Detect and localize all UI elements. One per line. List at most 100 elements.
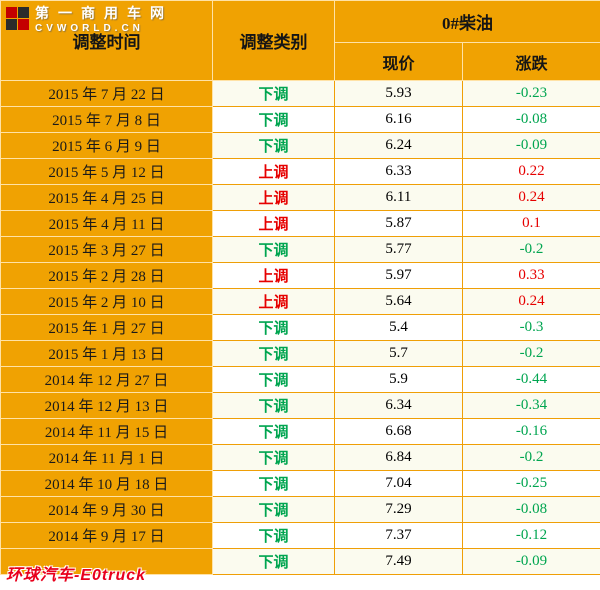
- change-cell: -0.3: [462, 314, 600, 341]
- price-cell: 6.16: [334, 106, 463, 133]
- category-cell: 下调: [212, 496, 335, 523]
- date-cell: 2015 年 6 月 9 日: [0, 132, 213, 159]
- table-body: 2015 年 7 月 22 日 下调 5.93 -0.23 2015 年 7 月…: [0, 80, 600, 575]
- price-cell: 5.87: [334, 210, 463, 237]
- category-cell: 上调: [212, 262, 335, 289]
- site-logo: 第一商用车网 CVWORLD.CN: [6, 3, 173, 34]
- date-cell: 2014 年 12 月 27 日: [0, 366, 213, 393]
- price-cell: 6.68: [334, 418, 463, 445]
- change-cell: -0.2: [462, 236, 600, 263]
- header-adjust-category: 调整类别: [212, 0, 335, 81]
- date-cell: 2015 年 2 月 28 日: [0, 262, 213, 289]
- table-row: 2014 年 11 月 15 日 下调 6.68 -0.16: [0, 418, 600, 445]
- table-row: 2014 年 12 月 27 日 下调 5.9 -0.44: [0, 366, 600, 393]
- date-cell: 2015 年 3 月 27 日: [0, 236, 213, 263]
- category-cell: 下调: [212, 548, 335, 575]
- date-cell: 2015 年 1 月 13 日: [0, 340, 213, 367]
- header-product-diesel: 0#柴油: [334, 0, 600, 43]
- change-cell: -0.25: [462, 470, 600, 497]
- price-cell: 7.04: [334, 470, 463, 497]
- table-row: 2015 年 7 月 8 日 下调 6.16 -0.08: [0, 106, 600, 133]
- table-row: 2015 年 2 月 28 日 上调 5.97 0.33: [0, 262, 600, 289]
- logo-checker-icon: [6, 7, 29, 30]
- watermark: 环球汽车-E0truck: [6, 567, 147, 584]
- category-cell: 下调: [212, 470, 335, 497]
- table-row: 2015 年 4 月 11 日 上调 5.87 0.1: [0, 210, 600, 237]
- price-cell: 5.97: [334, 262, 463, 289]
- table-row: 2015 年 4 月 25 日 上调 6.11 0.24: [0, 184, 600, 211]
- date-cell: 2014 年 11 月 15 日: [0, 418, 213, 445]
- category-cell: 下调: [212, 392, 335, 419]
- header-change: 涨跌: [462, 42, 600, 81]
- change-cell: -0.34: [462, 392, 600, 419]
- change-cell: -0.08: [462, 106, 600, 133]
- table-row: 2014 年 11 月 1 日 下调 6.84 -0.2: [0, 444, 600, 471]
- category-cell: 下调: [212, 314, 335, 341]
- category-cell: 下调: [212, 340, 335, 367]
- change-cell: -0.12: [462, 522, 600, 549]
- price-cell: 5.4: [334, 314, 463, 341]
- change-cell: -0.44: [462, 366, 600, 393]
- logo-site-name: 第一商用车网: [35, 5, 173, 21]
- table-row: 2015 年 6 月 9 日 下调 6.24 -0.09: [0, 132, 600, 159]
- date-cell: [0, 548, 213, 575]
- category-cell: 下调: [212, 80, 335, 107]
- change-cell: 0.24: [462, 184, 600, 211]
- date-cell: 2015 年 5 月 12 日: [0, 158, 213, 185]
- price-cell: 7.37: [334, 522, 463, 549]
- price-cell: 5.9: [334, 366, 463, 393]
- table-row: 2015 年 2 月 10 日 上调 5.64 0.24: [0, 288, 600, 315]
- category-cell: 下调: [212, 444, 335, 471]
- category-cell: 下调: [212, 366, 335, 393]
- table-row: 2014 年 9 月 17 日 下调 7.37 -0.12: [0, 522, 600, 549]
- price-cell: 5.93: [334, 80, 463, 107]
- change-cell: 0.33: [462, 262, 600, 289]
- category-cell: 下调: [212, 236, 335, 263]
- price-cell: 6.34: [334, 392, 463, 419]
- price-cell: 6.24: [334, 132, 463, 159]
- category-cell: 上调: [212, 288, 335, 315]
- change-cell: -0.08: [462, 496, 600, 523]
- table-row: 2014 年 12 月 13 日 下调 6.34 -0.34: [0, 392, 600, 419]
- logo-site-url: CVWORLD.CN: [35, 23, 144, 34]
- price-cell: 5.7: [334, 340, 463, 367]
- category-cell: 下调: [212, 418, 335, 445]
- table-row: 2015 年 1 月 27 日 下调 5.4 -0.3: [0, 314, 600, 341]
- date-cell: 2014 年 9 月 17 日: [0, 522, 213, 549]
- price-cell: 6.11: [334, 184, 463, 211]
- change-cell: -0.2: [462, 444, 600, 471]
- table-row: 2015 年 3 月 27 日 下调 5.77 -0.2: [0, 236, 600, 263]
- change-cell: -0.2: [462, 340, 600, 367]
- table-row: 2015 年 5 月 12 日 上调 6.33 0.22: [0, 158, 600, 185]
- change-cell: 0.24: [462, 288, 600, 315]
- date-cell: 2014 年 12 月 13 日: [0, 392, 213, 419]
- date-cell: 2015 年 7 月 22 日: [0, 80, 213, 107]
- table-row: 2015 年 7 月 22 日 下调 5.93 -0.23: [0, 80, 600, 107]
- category-cell: 上调: [212, 184, 335, 211]
- price-cell: 5.64: [334, 288, 463, 315]
- date-cell: 2015 年 4 月 11 日: [0, 210, 213, 237]
- date-cell: 2015 年 1 月 27 日: [0, 314, 213, 341]
- table-row: 2015 年 1 月 13 日 下调 5.7 -0.2: [0, 340, 600, 367]
- change-cell: -0.09: [462, 548, 600, 575]
- header-current-price: 现价: [334, 42, 463, 81]
- header-adjust-time: 调整时间: [0, 0, 213, 81]
- category-cell: 下调: [212, 106, 335, 133]
- category-cell: 上调: [212, 158, 335, 185]
- price-cell: 6.84: [334, 444, 463, 471]
- logo-text: 第一商用车网 CVWORLD.CN: [35, 3, 173, 34]
- table-row: 2014 年 9 月 30 日 下调 7.29 -0.08: [0, 496, 600, 523]
- date-cell: 2015 年 2 月 10 日: [0, 288, 213, 315]
- price-cell: 6.33: [334, 158, 463, 185]
- diesel-price-table: 调整时间 调整类别 0#柴油 现价 涨跌 2015 年 7 月 22 日 下调 …: [0, 0, 600, 575]
- category-cell: 下调: [212, 522, 335, 549]
- change-cell: -0.09: [462, 132, 600, 159]
- table-row: 下调 7.49 -0.09: [0, 548, 600, 575]
- date-cell: 2014 年 9 月 30 日: [0, 496, 213, 523]
- date-cell: 2014 年 10 月 18 日: [0, 470, 213, 497]
- change-cell: -0.16: [462, 418, 600, 445]
- price-cell: 7.29: [334, 496, 463, 523]
- category-cell: 上调: [212, 210, 335, 237]
- table-row: 2014 年 10 月 18 日 下调 7.04 -0.25: [0, 470, 600, 497]
